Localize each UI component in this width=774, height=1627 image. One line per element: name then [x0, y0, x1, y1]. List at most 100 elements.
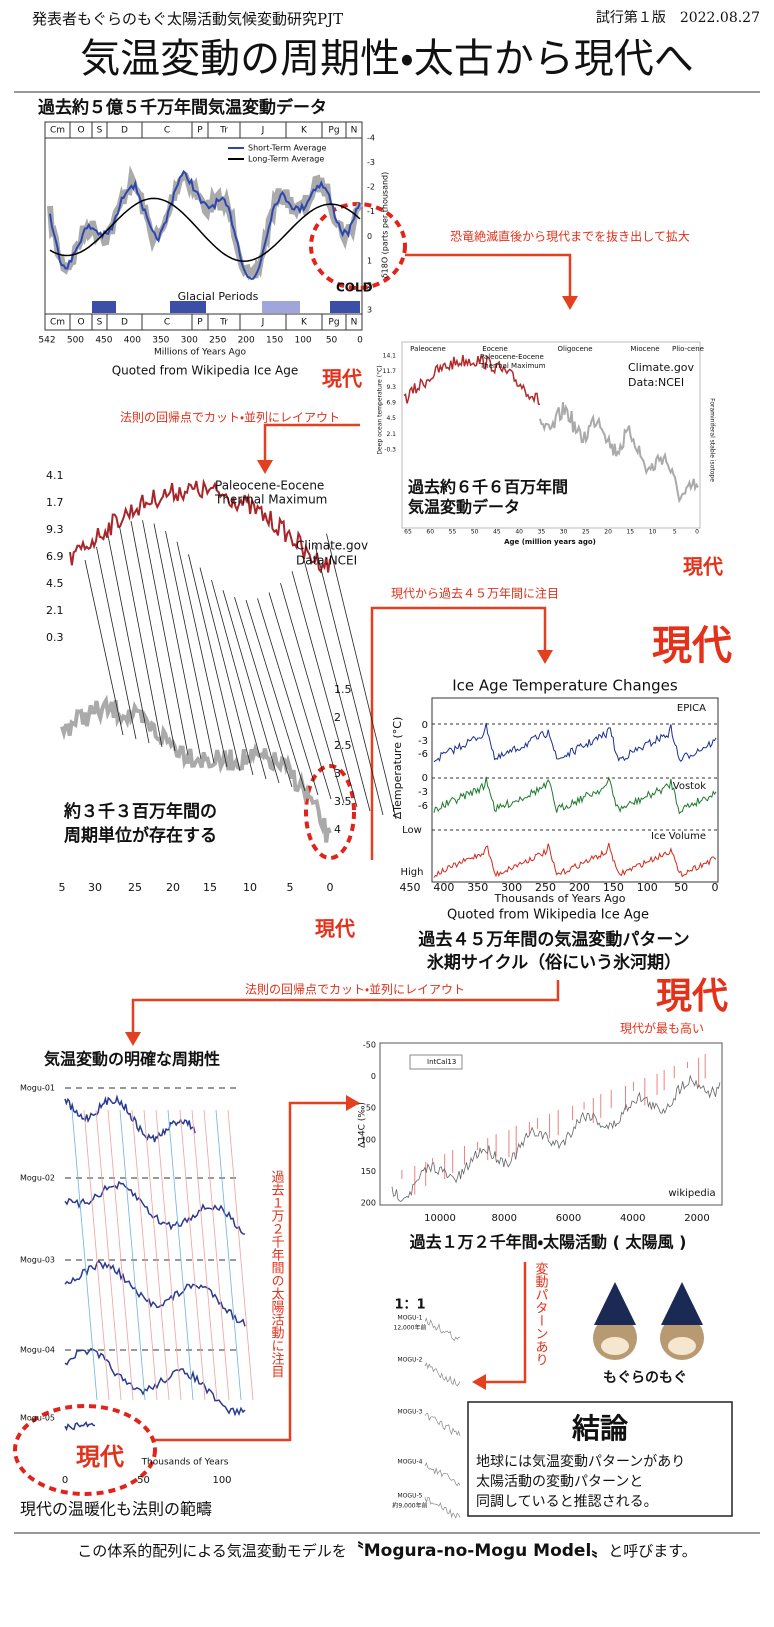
- tick-label: 2: [334, 711, 341, 724]
- label: MOGU-1: [398, 1315, 423, 1322]
- tick-label: 4.5: [386, 415, 396, 422]
- tick-label: 40: [515, 529, 523, 536]
- tick-label: 50: [326, 336, 338, 346]
- label: Δ14C (‰): [358, 1102, 368, 1148]
- label: Quoted from Wikipedia Ice Age: [112, 364, 299, 378]
- connector: [199, 567, 254, 776]
- label: Thousands of Years Ago: [494, 892, 626, 905]
- connector: [227, 1109, 254, 1401]
- label: 過去４５万年間の気温変動パターン: [418, 929, 689, 950]
- connector: [84, 559, 124, 736]
- vertical-note: 変動パターンあり: [533, 1261, 549, 1366]
- tick-label: 0: [367, 232, 372, 241]
- label: Quoted from Wikipedia Ice Age: [447, 908, 649, 923]
- connector: [326, 533, 397, 820]
- connector: [188, 554, 241, 772]
- label: Thousands of Years: [141, 1458, 229, 1468]
- label: Mogu-01: [20, 1084, 55, 1093]
- tick-label: 200: [361, 1199, 376, 1208]
- label: 発表者もぐらのもぐ太陽活動気候変動研究PJT: [32, 10, 343, 28]
- connector: [95, 1109, 122, 1401]
- connector: [179, 1109, 206, 1401]
- tick-label: 4.5: [46, 577, 64, 590]
- vostok-line: [433, 776, 717, 815]
- arrow: [263, 423, 360, 462]
- connector: [119, 526, 163, 748]
- temperature-line: [403, 354, 541, 406]
- tick-label: 2.1: [386, 431, 396, 438]
- tick-label: 5: [59, 881, 66, 894]
- label: 現代: [652, 623, 732, 669]
- tick-label: 200: [569, 881, 590, 894]
- temperature-line: [539, 402, 699, 504]
- tick-label: 450: [400, 881, 421, 894]
- label: 恐竜絶滅直後から現代までを抜き出して拡大: [450, 229, 690, 244]
- arrow: [131, 980, 560, 1034]
- tick-label: 6000: [556, 1213, 581, 1224]
- label: MOGU-2: [398, 1357, 423, 1364]
- label: Foraminiferal stable isotope: [709, 398, 716, 482]
- tick-label: 2.1: [46, 604, 64, 617]
- cycle-line: [64, 1094, 196, 1143]
- arrowhead: [125, 1032, 141, 1046]
- cycle-line: [64, 1420, 96, 1432]
- tick-label: 10: [649, 529, 657, 536]
- tick-label: 0: [422, 773, 428, 784]
- label: ΔTemperature (°C): [391, 717, 404, 819]
- period-label: C: [164, 126, 170, 136]
- temperature-line: [69, 478, 331, 574]
- connector: [71, 1109, 98, 1401]
- tick-label: 2000: [684, 1213, 709, 1224]
- label: 12,000年前: [394, 1324, 427, 1332]
- tick-label: 50: [137, 1475, 150, 1486]
- intcal-line: [391, 1074, 721, 1202]
- label: 現代: [683, 555, 723, 579]
- tick-label: 3.5: [334, 795, 352, 808]
- epica-line: [433, 722, 717, 763]
- period-label: P: [197, 126, 203, 136]
- tick-label: 3: [334, 767, 341, 780]
- tick-label: 0: [422, 720, 428, 731]
- tick-label: 10000: [424, 1213, 456, 1224]
- connector: [280, 583, 345, 804]
- label: 現代: [76, 1443, 124, 1471]
- connector: [83, 1109, 110, 1401]
- label: Glacial Periods: [178, 290, 259, 303]
- tick-label: 2: [367, 281, 372, 290]
- legend-label: IntCal13: [427, 1058, 456, 1066]
- cycle-line: [64, 1347, 246, 1417]
- connector: [143, 1109, 170, 1401]
- glacial-bar: [330, 301, 360, 313]
- label: Low: [402, 825, 422, 836]
- tick-label: 3: [367, 306, 372, 315]
- tick-label: 11.7: [383, 368, 397, 375]
- tick-label: 2.5: [334, 739, 352, 752]
- label: 気温変動の周期性・太古から現代へ: [80, 36, 694, 82]
- connector: [153, 523, 202, 760]
- tick-label: 4: [334, 823, 341, 836]
- label: 約３千３百万年間の: [63, 801, 217, 822]
- connector: [222, 590, 280, 784]
- tick-label: 0: [357, 336, 363, 346]
- label: 法則の回帰点でカット・並列にレイアウト: [120, 411, 340, 425]
- tick-label: 450: [95, 336, 112, 346]
- tick-label: 30: [560, 529, 568, 536]
- tick-label: 150: [266, 336, 283, 346]
- period-label: N: [351, 318, 358, 328]
- tick-label: -3: [418, 787, 428, 798]
- label: Deep ocean temperature (°C): [377, 365, 384, 454]
- tick-label: 60: [426, 529, 434, 536]
- connector: [314, 544, 384, 816]
- label: 太陽活動の変動パターンと: [476, 1474, 643, 1490]
- label: Climate.gov: [296, 539, 368, 553]
- connector: [176, 541, 228, 768]
- cycle-line: [424, 1317, 460, 1341]
- connector: [215, 1109, 242, 1401]
- connector: [245, 599, 306, 792]
- tick-label: 542: [38, 336, 55, 346]
- snout: [668, 1337, 696, 1355]
- series-label: Ice Volume: [651, 831, 706, 842]
- tick-label: 0: [695, 529, 699, 536]
- label: 現代: [322, 367, 362, 391]
